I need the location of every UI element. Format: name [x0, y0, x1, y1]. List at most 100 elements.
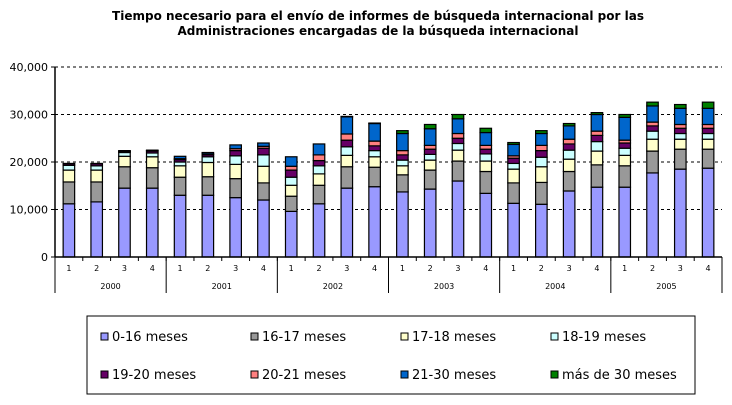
- legend-label: más de 30 meses: [562, 368, 677, 383]
- bar-segment: [591, 187, 603, 257]
- bar-segment: [508, 169, 520, 183]
- quarter-label: 4: [261, 264, 266, 273]
- bar-segment: [285, 170, 297, 177]
- bar-segment: [480, 149, 492, 154]
- bar-segment: [536, 134, 548, 146]
- bar-segment: [147, 168, 159, 188]
- bar-segment: [174, 156, 186, 158]
- bar-segment: [424, 149, 436, 154]
- bar-segment: [702, 102, 714, 108]
- bar-segment: [174, 195, 186, 257]
- bar-segment: [508, 158, 520, 163]
- bar-segment: [647, 126, 659, 131]
- bar-segment: [591, 165, 603, 187]
- bar-segment: [480, 193, 492, 257]
- bar-segment: [563, 159, 575, 171]
- bar-segment: [536, 157, 548, 167]
- bar-segment: [91, 170, 103, 182]
- year-label: 2003: [434, 282, 454, 291]
- year-label: 2004: [545, 282, 565, 291]
- bar-segment: [63, 182, 74, 204]
- bar-segment: [119, 167, 130, 188]
- bar-segment: [424, 170, 436, 189]
- y-tick-label: 10,000: [10, 204, 49, 217]
- bar-segment: [285, 185, 297, 196]
- bar-segment: [397, 151, 409, 155]
- bar-segment: [202, 177, 214, 196]
- bar-segment: [591, 151, 603, 165]
- bar-segment: [702, 134, 714, 140]
- bar-segment: [397, 155, 409, 160]
- bar-segment: [563, 172, 575, 191]
- legend-label: 17-18 meses: [412, 330, 496, 345]
- bar-segment: [424, 189, 436, 257]
- quarter-label: 3: [344, 264, 349, 273]
- bar-segment: [452, 181, 464, 257]
- bar-segment: [452, 138, 464, 143]
- bar-segment: [452, 134, 464, 139]
- bar-segment: [424, 129, 436, 146]
- bar-segment: [313, 155, 325, 161]
- bar-segment: [313, 144, 325, 155]
- legend-label: 20-21 meses: [262, 368, 346, 383]
- quarter-label: 1: [511, 264, 516, 273]
- bar-segment: [313, 166, 325, 174]
- bar-segment: [675, 105, 687, 109]
- bar-segment: [508, 203, 520, 257]
- quarter-label: 3: [567, 264, 572, 273]
- bar-segment: [63, 165, 74, 170]
- bar-segment: [285, 196, 297, 211]
- bar-segment: [702, 108, 714, 124]
- bar-segment: [536, 182, 548, 204]
- bar-segment: [508, 183, 520, 203]
- bar-segment: [452, 161, 464, 181]
- bar-segment: [397, 160, 409, 166]
- bar-segment: [341, 147, 353, 156]
- bar-segment: [258, 155, 270, 166]
- bar-segment: [563, 150, 575, 159]
- bar-segment: [424, 154, 436, 160]
- year-label: 2001: [212, 282, 232, 291]
- bar-segment: [452, 150, 464, 161]
- bar-segment: [369, 124, 381, 142]
- bar-segment: [480, 161, 492, 171]
- bar-segment: [119, 188, 130, 257]
- bar-segment: [536, 204, 548, 257]
- quarter-label: 4: [483, 264, 488, 273]
- chart-title-line-2: Administraciones encargadas de la búsque…: [177, 24, 578, 38]
- quarter-label: 3: [455, 264, 460, 273]
- legend-label: 19-20 meses: [112, 368, 196, 383]
- quarter-label: 4: [150, 264, 155, 273]
- bar-segment: [591, 115, 603, 132]
- quarter-label: 3: [678, 264, 683, 273]
- bar-segment: [702, 139, 714, 149]
- bar-segment: [452, 115, 464, 119]
- bar-segment: [258, 148, 270, 155]
- bar-segment: [313, 185, 325, 204]
- bar-segment: [702, 128, 714, 133]
- bar-segment: [563, 191, 575, 257]
- bar-segment: [563, 139, 575, 144]
- bar-segment: [508, 144, 520, 155]
- bar-segment: [675, 134, 687, 140]
- bar-segment: [313, 161, 325, 166]
- bar-segment: [63, 170, 74, 182]
- legend-swatch: [251, 371, 258, 378]
- bar-segment: [397, 192, 409, 257]
- bar-segment: [563, 126, 575, 139]
- bar-segment: [202, 157, 214, 163]
- bar-segment: [313, 174, 325, 185]
- bar-segment: [341, 188, 353, 257]
- bar-segment: [702, 149, 714, 168]
- bar-segment: [619, 155, 631, 165]
- quarter-label: 2: [428, 264, 433, 273]
- bar-segment: [619, 143, 631, 148]
- legend-swatch: [401, 333, 408, 340]
- quarter-label: 1: [178, 264, 183, 273]
- bar-segment: [536, 131, 548, 134]
- bar-segment: [536, 151, 548, 158]
- quarter-label: 2: [650, 264, 655, 273]
- bar-segment: [675, 108, 687, 124]
- y-tick-label: 30,000: [10, 109, 49, 122]
- quarter-label: 4: [372, 264, 377, 273]
